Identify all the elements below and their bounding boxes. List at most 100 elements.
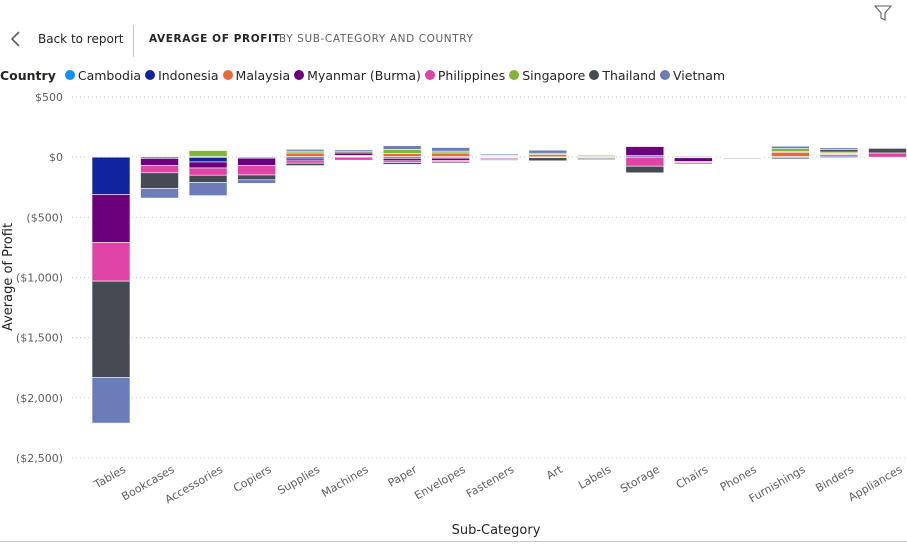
bar-segment-accessories-myanmar-burma[interactable] (188, 161, 228, 169)
bar-segment-fasteners-thailand[interactable] (479, 159, 519, 161)
bar-segment-paper-myanmar-burma[interactable] (382, 158, 422, 162)
legend-dot-icon (222, 70, 233, 80)
bar-segment-supplies-thailand[interactable] (285, 162, 325, 166)
bar-segment-art-malaysia[interactable] (528, 154, 568, 158)
bar-segment-furnishings-malaysia[interactable] (771, 151, 810, 157)
bar-segment-furnishings-vietnam[interactable] (771, 145, 810, 149)
bar-segment-bookcases-thailand[interactable] (140, 172, 179, 189)
legend-item-cambodia[interactable]: Cambodia (64, 67, 142, 83)
bar-segment-paper-malaysia[interactable] (382, 153, 422, 157)
bar-segment-accessories-vietnam[interactable] (188, 182, 228, 196)
bar-segment-supplies-vietnam[interactable] (285, 149, 325, 152)
bar-segment-labels-vietnam[interactable] (576, 154, 616, 156)
bar-segment-accessories-singapore[interactable] (188, 150, 228, 157)
x-tick-label: Appliances (846, 463, 905, 504)
x-tick-label: Chairs (674, 463, 711, 492)
bar-segment-envelopes-vietnam[interactable] (431, 147, 471, 152)
bar-segment-machines-myanmar-burma[interactable] (334, 152, 373, 156)
bar-segment-storage-myanmar-burma[interactable] (625, 146, 665, 156)
x-tick-label: Machines (319, 463, 371, 500)
bar-segment-copiers-vietnam[interactable] (237, 179, 276, 184)
back-to-report-button[interactable]: Back to report (8, 26, 123, 52)
bar-segment-tables-vietnam[interactable] (91, 377, 131, 424)
x-tick-label: Art (544, 463, 565, 483)
x-tick-label: Paper (386, 463, 420, 490)
chevron-left-icon (10, 31, 20, 47)
x-tick-label: Storage (618, 463, 662, 496)
legend-dot-icon (589, 70, 600, 80)
legend-label: Vietnam (673, 67, 726, 83)
legend-label: Philippines (437, 67, 506, 83)
bar-segment-bookcases-myanmar-burma[interactable] (140, 158, 179, 166)
legend-item-singapore[interactable]: Singapore (509, 68, 585, 83)
bar-segment-storage-thailand[interactable] (625, 165, 665, 174)
bar-segment-copiers-thailand[interactable] (237, 174, 276, 181)
bar-segment-chairs-vietnam[interactable] (674, 155, 713, 157)
y-tick-label: ($1,500) (16, 332, 63, 345)
bar-segment-phones-thailand[interactable] (722, 157, 762, 159)
x-tick-label: Phones (718, 463, 759, 494)
x-tick-label: Tables (91, 463, 128, 492)
bar-segment-tables-philippines[interactable] (91, 242, 131, 282)
bar-segment-copiers-philippines[interactable] (237, 165, 276, 176)
header-bar: Back to report AVERAGE OF PROFIT BY SUB-… (0, 0, 907, 60)
bar-segment-accessories-thailand[interactable] (188, 174, 228, 183)
bar-segment-copiers-myanmar-burma[interactable] (237, 157, 276, 166)
bar-segment-chairs-myanmar-burma[interactable] (674, 157, 713, 162)
legend-label: Singapore (522, 67, 586, 83)
bar-segment-machines-vietnam[interactable] (334, 149, 373, 153)
bar-segment-paper-vietnam[interactable] (382, 145, 422, 150)
legend-dot-icon (145, 70, 156, 80)
legend-item-thailand[interactable]: Thailand (589, 68, 656, 83)
bar-segment-paper-thailand[interactable] (382, 162, 422, 165)
header-divider (133, 25, 134, 57)
stacked-bar-chart: $500 $0 ($500) ($1,000) ($1,500) ($2,000) ($2,… (1, 91, 907, 538)
legend-item-indonesia[interactable]: Indonesia (145, 68, 219, 83)
bar-segment-appliances-thailand[interactable] (868, 148, 907, 154)
legend-dot-icon (64, 70, 75, 80)
bar-segment-appliances-philippines[interactable] (868, 152, 907, 158)
bar-segment-supplies-malaysia[interactable] (285, 152, 325, 157)
bar-segment-binders-vietnam[interactable] (819, 147, 859, 150)
bar-segment-binders-thailand[interactable] (819, 149, 859, 153)
legend-label: Cambodia (77, 67, 142, 83)
legend-item-malaysia[interactable]: Malaysia (222, 68, 290, 83)
x-tick-label: Fasteners (464, 463, 517, 501)
bar-segment-paper-singapore[interactable] (382, 149, 422, 154)
legend-item-myanmar-burma[interactable]: Myanmar (Burma) (294, 68, 421, 83)
y-tick-label: $0 (49, 151, 63, 164)
x-tick-label: Envelopes (412, 463, 468, 503)
bar-segment-envelopes-malaysia[interactable] (431, 152, 471, 157)
bar-segment-storage-philippines[interactable] (625, 156, 665, 167)
bar-segment-envelopes-thailand[interactable] (431, 161, 471, 164)
bar-segment-accessories-philippines[interactable] (188, 167, 228, 176)
filter-icon[interactable] (874, 5, 892, 21)
bar-segment-bookcases-philippines[interactable] (140, 165, 179, 174)
bar-segment-art-thailand[interactable] (528, 157, 568, 162)
bar-segment-tables-thailand[interactable] (91, 280, 131, 378)
bar-segment-art-vietnam[interactable] (528, 149, 568, 154)
visual-title: AVERAGE OF PROFIT (149, 33, 281, 45)
y-axis-title: Average of Profit (1, 223, 16, 331)
legend-item-vietnam[interactable]: Vietnam (660, 68, 725, 83)
y-tick-label: ($1,000) (16, 272, 63, 285)
legend-dot-icon (424, 70, 435, 80)
y-tick-label: ($500) (26, 211, 63, 224)
bar-segment-tables-myanmar-burma[interactable] (91, 194, 131, 243)
bar-segment-labels-thailand[interactable] (576, 158, 616, 160)
bar-segment-furnishings-thailand[interactable] (771, 157, 810, 160)
bar-segment-fasteners-vietnam[interactable] (479, 153, 519, 156)
x-tick-label: Copiers (231, 463, 274, 495)
bar-segment-chairs-thailand[interactable] (674, 162, 713, 165)
legend-dot-icon (509, 70, 520, 80)
legend-item-philippines[interactable]: Philippines (424, 67, 506, 83)
legend-dot-icon (294, 70, 305, 80)
bar-segment-envelopes-myanmar-burma[interactable] (431, 157, 471, 161)
bar-segment-furnishings-singapore[interactable] (771, 148, 810, 152)
bar-segment-bookcases-vietnam[interactable] (140, 188, 179, 199)
bar-segment-supplies-philippines[interactable] (285, 160, 325, 164)
bar-segment-accessories-indonesia[interactable] (188, 156, 228, 163)
y-tick-label: $500 (35, 91, 63, 104)
bar-segment-tables-indonesia[interactable] (91, 156, 131, 195)
bar-segment-machines-philippines[interactable] (334, 156, 373, 161)
